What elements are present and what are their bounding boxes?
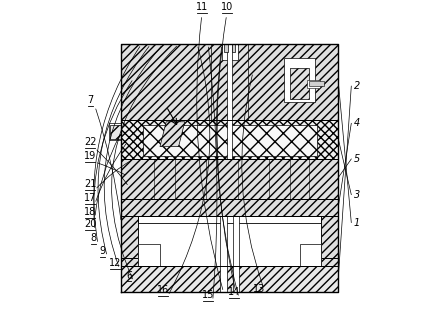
Bar — [290, 68, 309, 99]
Bar — [211, 44, 248, 120]
Bar — [224, 44, 228, 52]
Text: 4: 4 — [354, 118, 360, 128]
Bar — [227, 44, 232, 159]
Text: 2: 2 — [354, 81, 360, 91]
Text: 17: 17 — [84, 193, 96, 203]
Bar — [121, 120, 338, 159]
Text: 15: 15 — [202, 290, 214, 300]
Text: 13: 13 — [253, 284, 266, 294]
Text: 11: 11 — [196, 2, 208, 12]
Bar — [111, 125, 121, 139]
Bar — [307, 80, 320, 88]
Bar — [121, 216, 138, 258]
Text: 10: 10 — [221, 2, 233, 12]
Text: 16: 16 — [157, 285, 169, 295]
Bar — [233, 216, 239, 292]
Text: 8: 8 — [90, 233, 96, 243]
Bar — [121, 199, 338, 216]
Text: 18: 18 — [84, 207, 96, 217]
Bar — [143, 125, 317, 156]
Text: 22: 22 — [84, 137, 96, 147]
Text: 3: 3 — [354, 190, 360, 200]
Bar — [109, 123, 121, 140]
Text: 5: 5 — [354, 154, 360, 164]
Bar — [321, 216, 338, 258]
Bar — [300, 244, 321, 266]
Text: 12: 12 — [109, 258, 121, 268]
Bar — [121, 266, 338, 292]
Bar — [121, 44, 338, 120]
Text: 20: 20 — [84, 219, 96, 229]
Text: 6: 6 — [126, 271, 132, 280]
Text: 9: 9 — [99, 246, 106, 256]
Bar — [221, 216, 226, 292]
Bar — [232, 44, 235, 52]
Text: 1: 1 — [354, 218, 360, 228]
Polygon shape — [160, 122, 185, 147]
Bar — [121, 258, 338, 266]
Bar — [284, 58, 315, 102]
Text: 7: 7 — [87, 95, 93, 105]
Text: 21: 21 — [84, 179, 96, 189]
Bar — [138, 223, 321, 266]
Text: 14: 14 — [228, 287, 241, 297]
Bar — [222, 44, 238, 60]
Bar — [138, 244, 160, 266]
Bar — [121, 159, 338, 199]
Bar — [309, 81, 324, 86]
Text: 19: 19 — [84, 151, 96, 161]
